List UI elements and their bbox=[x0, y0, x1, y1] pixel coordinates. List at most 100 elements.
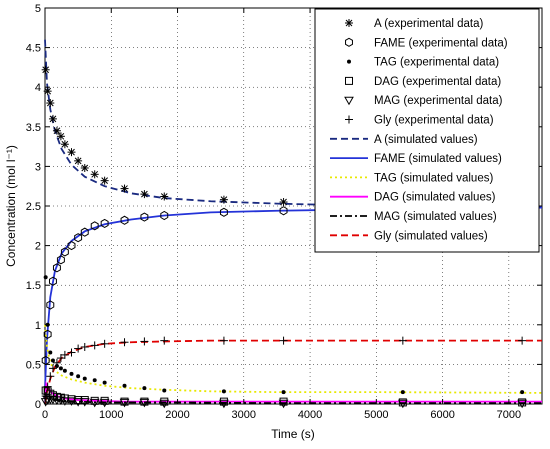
legend-item-mag-experimental-data: MAG (experimental data) bbox=[344, 95, 503, 107]
data-point-tag-experimental-data bbox=[76, 374, 81, 379]
data-point-gly-experimental-data bbox=[90, 341, 99, 350]
data-point-fame-experimental-data bbox=[80, 227, 89, 237]
legend-box bbox=[314, 8, 540, 253]
series-markers-mag-experimental-data bbox=[40, 395, 527, 409]
data-point-mag-experimental-data bbox=[159, 399, 170, 409]
data-point-fame-experimental-data bbox=[219, 207, 228, 217]
x-tick-label: 5000 bbox=[364, 409, 388, 421]
data-point-tag-experimental-data bbox=[142, 386, 147, 391]
data-point-fame-experimental-data bbox=[100, 218, 109, 228]
data-point-dag-experimental-data bbox=[140, 397, 149, 406]
data-point-fame-experimental-data bbox=[52, 263, 61, 273]
x-tick-label: 6000 bbox=[430, 409, 454, 421]
data-point-mag-experimental-data bbox=[517, 399, 527, 409]
data-point-gly-experimental-data bbox=[140, 337, 149, 346]
series-markers-tag-experimental-data bbox=[43, 275, 525, 395]
data-point-tag-experimental-data bbox=[62, 368, 67, 373]
data-point-mag-experimental-data bbox=[60, 397, 70, 406]
series-line-fame-simulated-values bbox=[44, 206, 543, 389]
data-point-fame-experimental-data bbox=[43, 329, 52, 339]
legend-item-a-experimental-data: A (experimental data) bbox=[345, 18, 483, 30]
y-tick-label: 5 bbox=[35, 3, 41, 15]
legend-item-fame-simulated-values: FAME (simulated values) bbox=[330, 153, 502, 165]
x-tick-label: 3000 bbox=[232, 409, 256, 421]
data-point-dag-experimental-data bbox=[398, 398, 407, 407]
y-tick-label: 1 bbox=[35, 320, 41, 332]
data-point-gly-experimental-data bbox=[43, 382, 52, 391]
data-point-gly-experimental-data bbox=[100, 339, 109, 348]
legend-label: MAG (simulated values) bbox=[374, 211, 497, 223]
data-point-mag-experimental-data bbox=[89, 398, 100, 408]
data-point-fame-experimental-data bbox=[74, 233, 83, 243]
data-point-a-experimental-data bbox=[90, 170, 99, 179]
data-point-a-experimental-data bbox=[60, 140, 69, 149]
legend-label: FAME (experimental data) bbox=[374, 37, 508, 49]
data-point-a-experimental-data bbox=[279, 198, 288, 207]
data-point-a-experimental-data bbox=[120, 184, 129, 193]
data-point-mag-experimental-data bbox=[99, 398, 110, 408]
data-point-gly-experimental-data bbox=[120, 338, 129, 347]
data-point-mag-experimental-data bbox=[397, 399, 408, 409]
data-point-mag-experimental-data bbox=[73, 398, 83, 407]
data-point-gly-experimental-data bbox=[46, 372, 55, 381]
data-point-tag-experimental-data bbox=[221, 389, 226, 394]
data-point-tag-experimental-data bbox=[43, 275, 48, 280]
legend: A (experimental data) FAME (experimental … bbox=[314, 8, 540, 253]
legend-marker-mag-experimental-data bbox=[344, 96, 354, 106]
y-tick-label: 1.5 bbox=[26, 280, 41, 292]
data-point-fame-experimental-data bbox=[48, 276, 57, 286]
legend-item-tag-simulated-values: TAG (simulated values) bbox=[330, 172, 493, 184]
grid-layer bbox=[45, 8, 542, 404]
legend-label: TAG (experimental data) bbox=[374, 57, 499, 69]
data-point-fame-experimental-data bbox=[46, 300, 55, 310]
y-tick-label: 4.5 bbox=[26, 43, 41, 55]
data-point-mag-experimental-data bbox=[278, 399, 289, 409]
legend-label: FAME (simulated values) bbox=[374, 153, 502, 165]
legend-marker-dag-experimental-data bbox=[345, 76, 353, 85]
data-point-fame-experimental-data bbox=[67, 241, 76, 251]
legend-item-dag-experimental-data: DAG (experimental data) bbox=[345, 76, 501, 88]
data-point-dag-experimental-data bbox=[518, 398, 527, 407]
data-point-gly-experimental-data bbox=[60, 350, 69, 359]
y-tick-label: 2 bbox=[35, 241, 41, 253]
y-tick-label: 0 bbox=[35, 399, 41, 411]
y-tick-label: 4 bbox=[35, 82, 41, 94]
data-point-mag-experimental-data bbox=[139, 398, 150, 408]
legend-label: A (experimental data) bbox=[374, 18, 483, 30]
data-point-fame-experimental-data bbox=[120, 215, 129, 225]
data-point-a-experimental-data bbox=[41, 65, 50, 74]
legend-item-gly-experimental-data: Gly (experimental data) bbox=[345, 115, 494, 127]
y-tick-label: 2.5 bbox=[26, 201, 41, 213]
data-point-a-experimental-data bbox=[46, 99, 55, 108]
data-point-gly-experimental-data bbox=[398, 336, 407, 345]
legend-marker-gly-experimental-data bbox=[345, 115, 353, 124]
legend-label: Gly (experimental data) bbox=[374, 115, 494, 127]
data-point-tag-experimental-data bbox=[400, 390, 405, 395]
data-point-tag-experimental-data bbox=[82, 376, 87, 381]
legend-label: DAG (experimental data) bbox=[374, 76, 501, 88]
data-point-dag-experimental-data bbox=[120, 397, 129, 406]
data-point-a-experimental-data bbox=[160, 192, 169, 201]
data-point-mag-experimental-data bbox=[42, 396, 53, 406]
data-point-a-experimental-data bbox=[80, 163, 89, 172]
data-point-fame-experimental-data bbox=[160, 210, 169, 221]
data-point-tag-experimental-data bbox=[102, 380, 107, 385]
data-point-tag-experimental-data bbox=[69, 371, 74, 376]
series-line-mag-simulated-values bbox=[44, 395, 542, 405]
legend-label: MAG (experimental data) bbox=[374, 95, 503, 107]
data-point-gly-experimental-data bbox=[80, 342, 89, 351]
legend-item-dag-simulated-values: DAG (simulated values) bbox=[330, 192, 496, 204]
data-point-gly-experimental-data bbox=[56, 354, 65, 363]
legend-item-mag-simulated-values: MAG (simulated values) bbox=[330, 211, 497, 223]
series-line-tag-simulated-values bbox=[44, 324, 543, 394]
legend-items: A (experimental data) FAME (experimental … bbox=[330, 18, 508, 242]
legend-label: Gly (simulated values) bbox=[374, 230, 488, 242]
x-tick-label: 0 bbox=[42, 409, 48, 421]
y-tick-label: 0.5 bbox=[26, 359, 41, 371]
data-point-gly-experimental-data bbox=[518, 336, 527, 345]
legend-marker-fame-experimental-data bbox=[345, 37, 353, 47]
data-point-a-experimental-data bbox=[140, 190, 149, 199]
data-point-a-experimental-data bbox=[74, 156, 83, 165]
data-point-fame-experimental-data bbox=[140, 212, 149, 222]
